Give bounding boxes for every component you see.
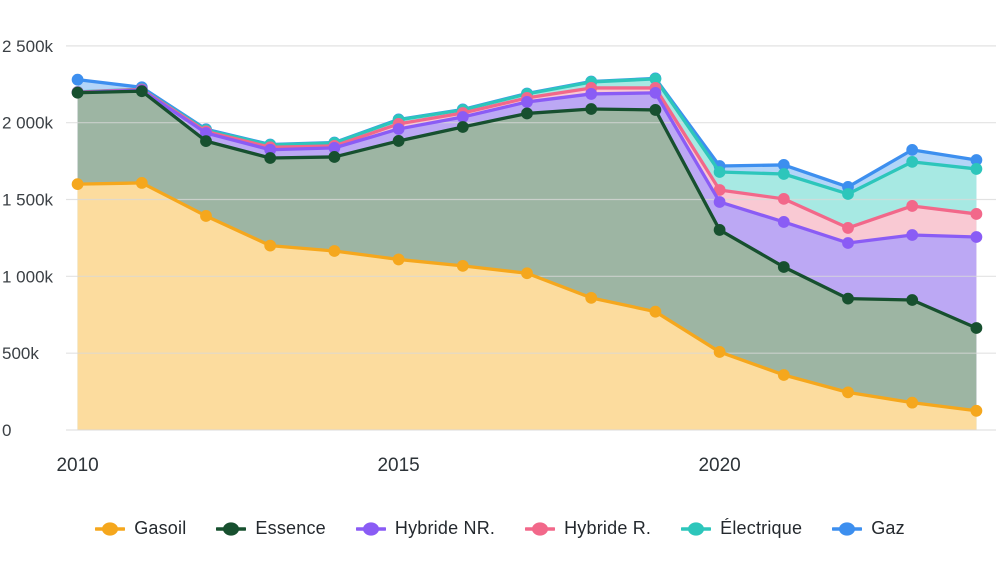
legend-item-hybride-r[interactable]: Hybride R. — [525, 518, 651, 539]
legend-marker-icon — [216, 521, 247, 536]
point-electrique-2020[interactable] — [713, 166, 726, 178]
point-essence-2012[interactable] — [200, 135, 212, 148]
point-hybride-nr-2012[interactable] — [200, 127, 212, 139]
point-hybride-nr-2024[interactable] — [970, 231, 983, 243]
legend-label: Hybride R. — [564, 518, 652, 538]
point-gasoil-2019[interactable] — [649, 305, 662, 318]
point-hybride-r-2020[interactable] — [713, 184, 726, 196]
point-gasoil-2010[interactable] — [71, 178, 84, 191]
point-hybride-nr-2013[interactable] — [264, 143, 277, 156]
point-hybride-nr-2019[interactable] — [649, 86, 662, 99]
x-axis-tick-label: 2015 — [377, 455, 419, 476]
point-gasoil-2011[interactable] — [135, 177, 148, 189]
point-gaz-2024[interactable] — [970, 154, 983, 166]
point-gaz-2010[interactable] — [71, 73, 84, 86]
legend-label: Hybride NR. — [394, 518, 496, 538]
legend-marker-dot — [223, 521, 240, 536]
legend-marker-dot — [839, 521, 856, 536]
point-electrique-2019[interactable] — [649, 72, 662, 85]
point-electrique-2022[interactable] — [842, 188, 854, 200]
point-gaz-2021[interactable] — [777, 159, 790, 171]
point-essence-2022[interactable] — [842, 292, 854, 305]
point-gasoil-2012[interactable] — [200, 210, 212, 222]
area-gasoil — [77, 182, 977, 430]
x-axis-tick-label: 2020 — [698, 455, 740, 476]
point-essence-2024[interactable] — [970, 322, 983, 334]
point-gasoil-2023[interactable] — [906, 396, 919, 409]
point-essence-2017[interactable] — [521, 107, 533, 120]
legend-label: Électrique — [720, 518, 803, 538]
point-hybride-r-2023[interactable] — [906, 200, 919, 212]
point-hybride-nr-2015[interactable] — [392, 123, 405, 135]
point-essence-2023[interactable] — [906, 294, 919, 306]
point-essence-2010[interactable] — [71, 86, 84, 99]
point-essence-2011[interactable] — [135, 85, 148, 98]
point-hybride-r-2022[interactable] — [842, 222, 854, 234]
point-gasoil-2017[interactable] — [521, 267, 533, 280]
point-hybride-nr-2014[interactable] — [328, 141, 341, 154]
point-essence-2018[interactable] — [585, 103, 598, 115]
y-axis-tick-label: 0 — [2, 421, 11, 440]
x-axis-tick-label: 2010 — [56, 455, 98, 476]
legend-label: Essence — [255, 518, 326, 538]
point-essence-2021[interactable] — [777, 261, 790, 273]
point-hybride-nr-2021[interactable] — [777, 216, 790, 228]
point-gasoil-2016[interactable] — [456, 259, 469, 272]
point-gasoil-2021[interactable] — [777, 369, 790, 381]
point-gasoil-2022[interactable] — [842, 386, 854, 399]
legend-item-essence[interactable]: Essence — [216, 518, 326, 539]
point-hybride-nr-2018[interactable] — [585, 88, 598, 100]
point-hybride-nr-2023[interactable] — [906, 229, 919, 241]
legend-label: Gasoil — [134, 518, 187, 538]
point-essence-2013[interactable] — [264, 152, 277, 164]
legend-marker-icon — [832, 521, 863, 536]
legend-marker-dot — [688, 521, 705, 536]
legend-item-gasoil[interactable]: Gasoil — [95, 518, 186, 539]
point-hybride-r-2024[interactable] — [970, 208, 983, 220]
legend-item-electrique[interactable]: Électrique — [681, 518, 802, 539]
point-hybride-r-2021[interactable] — [777, 192, 790, 205]
legend-marker-icon — [681, 521, 712, 536]
y-axis-tick-label: 2 500k — [2, 37, 54, 56]
point-essence-2019[interactable] — [649, 104, 662, 116]
y-axis-tick-label: 1 500k — [2, 191, 54, 210]
legend-marker-dot — [102, 521, 119, 536]
y-axis-tick-label: 2 000k — [2, 114, 54, 133]
point-hybride-nr-2017[interactable] — [521, 96, 533, 108]
point-gaz-2023[interactable] — [906, 143, 919, 156]
legend-marker-icon — [95, 521, 126, 536]
legend-item-hybride-nr[interactable]: Hybride NR. — [355, 518, 496, 539]
legend-item-gaz[interactable]: Gaz — [832, 518, 905, 539]
legend-marker-icon — [355, 521, 386, 536]
point-gasoil-2024[interactable] — [970, 404, 983, 417]
point-gasoil-2014[interactable] — [328, 245, 341, 257]
point-electrique-2023[interactable] — [906, 155, 919, 168]
y-axis-tick-label: 1 000k — [2, 267, 54, 286]
legend-marker-icon — [525, 521, 556, 536]
chart-legend: Gasoil Essence Hybride NR. Hybride R. Électr… — [0, 518, 1000, 539]
point-hybride-nr-2020[interactable] — [713, 196, 726, 208]
point-hybride-nr-2022[interactable] — [842, 237, 854, 249]
point-gasoil-2015[interactable] — [392, 253, 405, 266]
point-gasoil-2018[interactable] — [585, 291, 598, 304]
legend-marker-dot — [362, 521, 379, 536]
legend-label: Gaz — [871, 518, 905, 538]
point-essence-2014[interactable] — [328, 151, 341, 163]
point-essence-2020[interactable] — [713, 224, 726, 236]
point-gasoil-2020[interactable] — [713, 346, 726, 358]
y-axis-tick-label: 500k — [2, 344, 39, 363]
point-electrique-2024[interactable] — [970, 163, 983, 175]
point-hybride-nr-2016[interactable] — [456, 111, 469, 123]
stacked-area-chart[interactable]: 0 500k 1 000k 1 500k 2 000k 2 500k 2010 2015 202… — [0, 0, 1000, 492]
legend-marker-dot — [532, 521, 549, 536]
point-essence-2016[interactable] — [456, 121, 469, 133]
point-essence-2015[interactable] — [392, 135, 405, 147]
point-electrique-2021[interactable] — [777, 168, 790, 180]
point-gasoil-2013[interactable] — [264, 239, 277, 252]
